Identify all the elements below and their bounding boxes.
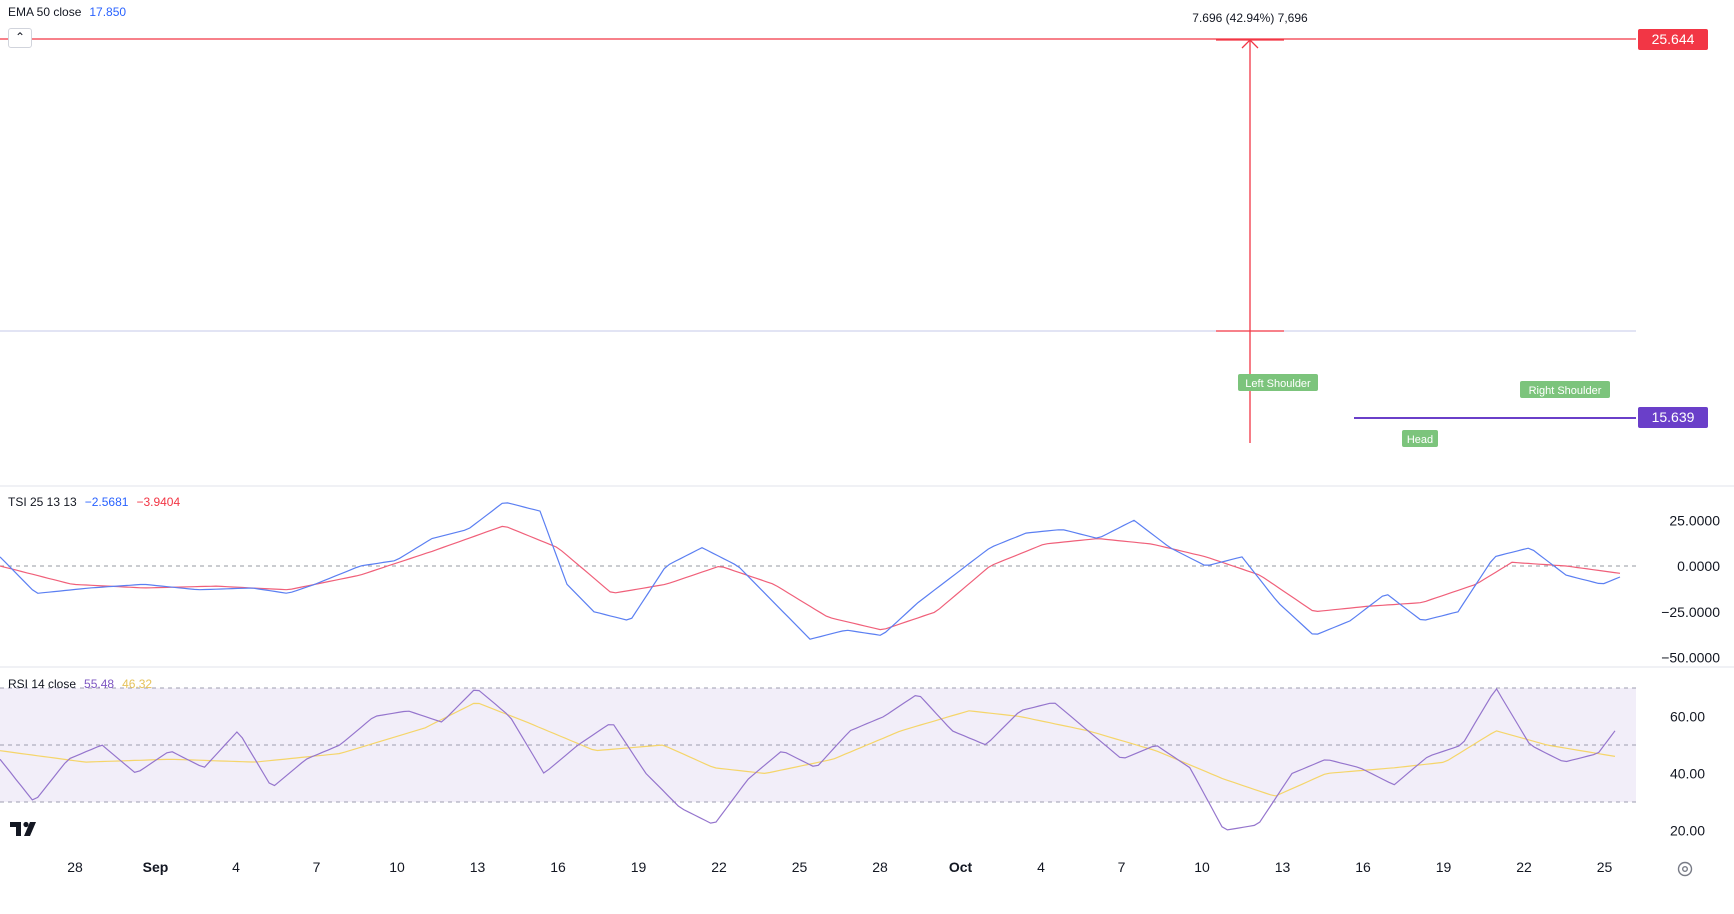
right-shoulder-label[interactable]: Right Shoulder — [1520, 381, 1610, 398]
time-axis-tick: 19 — [1436, 859, 1452, 875]
rsi-legend-value: 55.48 — [84, 677, 114, 691]
tsi-axis-tick: −50.0000 — [1661, 650, 1720, 666]
time-axis-tick: 28 — [67, 859, 83, 875]
time-axis-tick: 25 — [1597, 859, 1613, 875]
tsi-legend-value: −2.5681 — [85, 495, 129, 509]
resistance-price-text: 25.644 — [1652, 31, 1695, 47]
time-axis-tick: 7 — [1118, 859, 1126, 875]
support-price-text: 15.639 — [1652, 409, 1695, 425]
rsi-axis-tick: 60.00 — [1670, 709, 1705, 725]
tsi-axis-tick: 25.0000 — [1669, 512, 1720, 528]
left-shoulder-label[interactable]: Left Shoulder — [1238, 374, 1318, 391]
time-axis-tick: 16 — [550, 859, 566, 875]
chevron-up-icon: ⌃ — [14, 30, 26, 44]
tsi-line[interactable] — [0, 502, 1621, 640]
time-axis-tick: 22 — [1516, 859, 1532, 875]
measure-arrow-icon — [1241, 39, 1259, 49]
head-label[interactable]: Head — [1402, 430, 1438, 447]
ema-legend-label: EMA 50 close — [8, 5, 82, 19]
resistance-price-badge: 25.644 — [1638, 29, 1708, 50]
time-axis-tick: 16 — [1355, 859, 1371, 875]
rsi-ma-legend-value: 46.32 — [122, 677, 152, 691]
tradingview-logo-icon[interactable] — [10, 818, 44, 838]
time-axis-tick: 28 — [872, 859, 888, 875]
time-axis-tick: 4 — [232, 859, 240, 875]
tsi-axis-tick: −25.0000 — [1661, 604, 1720, 620]
right-shoulder-text: Right Shoulder — [1529, 385, 1602, 397]
time-axis-tick: 19 — [631, 859, 647, 875]
tsi-signal-legend-value: −3.9404 — [136, 495, 180, 509]
ema-legend[interactable]: EMA 50 close 17.850 — [8, 5, 126, 19]
gear-icon[interactable] — [1676, 860, 1694, 878]
tsi-axis-tick: 0.0000 — [1677, 558, 1720, 574]
tsi-legend[interactable]: TSI 25 13 13 −2.5681 −3.9404 — [8, 495, 180, 509]
measure-label: 7.696 (42.94%) 7,696 — [1192, 11, 1308, 25]
rsi-axis-tick: 20.00 — [1670, 823, 1705, 839]
rsi-ma-line[interactable] — [0, 702, 1616, 797]
head-text: Head — [1407, 434, 1433, 446]
time-axis-tick: 7 — [313, 859, 321, 875]
tsi-signal-line[interactable] — [0, 525, 1621, 631]
time-axis-tick: 25 — [792, 859, 808, 875]
rsi-axis-tick: 40.00 — [1670, 766, 1705, 782]
rsi-legend-label: RSI 14 close — [8, 677, 76, 691]
time-axis-tick: 10 — [389, 859, 405, 875]
rsi-line[interactable] — [0, 687, 1616, 831]
time-axis-tick: Oct — [949, 859, 973, 875]
tsi-pane[interactable] — [0, 502, 1621, 640]
support-price-badge: 15.639 — [1638, 407, 1708, 428]
axes: 26.00024.00022.00020.00018.00016.00014.0… — [67, 512, 1720, 875]
time-axis-tick: 4 — [1037, 859, 1045, 875]
time-axis-tick: 10 — [1194, 859, 1210, 875]
collapse-legend-button[interactable]: ⌃ — [8, 28, 32, 48]
rsi-legend[interactable]: RSI 14 close 55.48 46.32 — [8, 677, 152, 691]
ema-legend-value: 17.850 — [89, 5, 126, 19]
left-shoulder-text: Left Shoulder — [1245, 378, 1311, 390]
time-axis-tick: 13 — [470, 859, 486, 875]
rsi-pane[interactable] — [0, 687, 1616, 831]
time-axis-tick: 22 — [711, 859, 727, 875]
tsi-legend-label: TSI 25 13 13 — [8, 495, 77, 509]
time-axis-tick: Sep — [143, 859, 169, 875]
time-axis-tick: 13 — [1275, 859, 1291, 875]
